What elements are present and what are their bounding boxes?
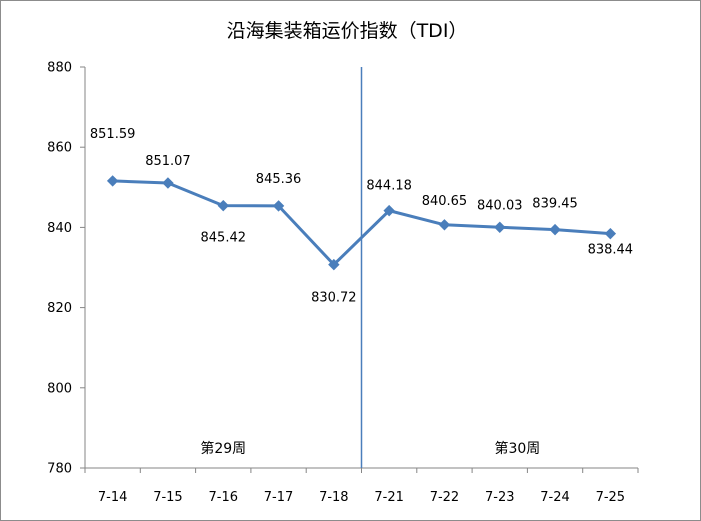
x-tick-label: 7-14 xyxy=(98,490,128,505)
series-polyline xyxy=(112,179,611,267)
data-point-marker xyxy=(328,258,340,271)
x-tick-label: 7-25 xyxy=(596,490,626,505)
x-tick-label: 7-15 xyxy=(153,490,183,505)
data-point-marker xyxy=(549,223,561,236)
x-tick-label: 7-22 xyxy=(430,490,460,505)
y-tick-label: 820 xyxy=(47,301,72,316)
data-point-marker xyxy=(604,227,617,240)
data-point-marker xyxy=(494,221,506,233)
data-label: 830.72 xyxy=(311,291,357,306)
y-tick-label: 800 xyxy=(47,381,72,396)
data-label: 840.03 xyxy=(477,198,523,213)
data-label: 839.45 xyxy=(532,197,578,212)
data-point-marker xyxy=(272,200,285,212)
data-point-marker xyxy=(162,177,174,189)
data-label: 844.18 xyxy=(366,179,412,194)
data-point-marker xyxy=(106,175,119,187)
data-point-marker xyxy=(438,219,451,231)
data-label: 838.44 xyxy=(588,243,634,258)
week-annotations: 第29周 第30周 xyxy=(200,440,540,457)
data-point-marker xyxy=(383,204,395,217)
y-tick-label: 880 xyxy=(47,61,72,76)
week-annotation: 第29周 xyxy=(200,440,246,457)
data-label: 851.59 xyxy=(90,127,136,142)
x-tick-label: 7-24 xyxy=(540,490,570,505)
week-annotation: 第30周 xyxy=(494,440,540,457)
data-label: 845.36 xyxy=(256,172,302,187)
axes: 780 800 820 840 860 880 7-14 7-15 7-16 7-17 7-18 7-… xyxy=(47,61,639,505)
x-tick-label: 7-17 xyxy=(264,490,294,505)
data-label: 840.65 xyxy=(422,194,468,209)
y-tick-label: 840 xyxy=(47,221,72,236)
chart-title: 沿海集装箱运价指数（TDI） xyxy=(227,20,468,42)
x-tick-label: 7-23 xyxy=(485,490,515,505)
y-tick-label: 780 xyxy=(47,462,72,477)
data-label: 845.42 xyxy=(201,231,247,246)
y-tick-label: 860 xyxy=(47,141,72,156)
x-tick-label: 7-18 xyxy=(319,490,349,505)
data-labels: 851.59 851.07 845.42 845.36 830.72 844.18 840.… xyxy=(90,127,633,306)
data-point-marker xyxy=(217,199,229,212)
data-label: 851.07 xyxy=(145,154,191,169)
series-line xyxy=(106,175,617,271)
x-tick-label: 7-16 xyxy=(208,490,238,505)
x-tick-label: 7-21 xyxy=(374,490,404,505)
